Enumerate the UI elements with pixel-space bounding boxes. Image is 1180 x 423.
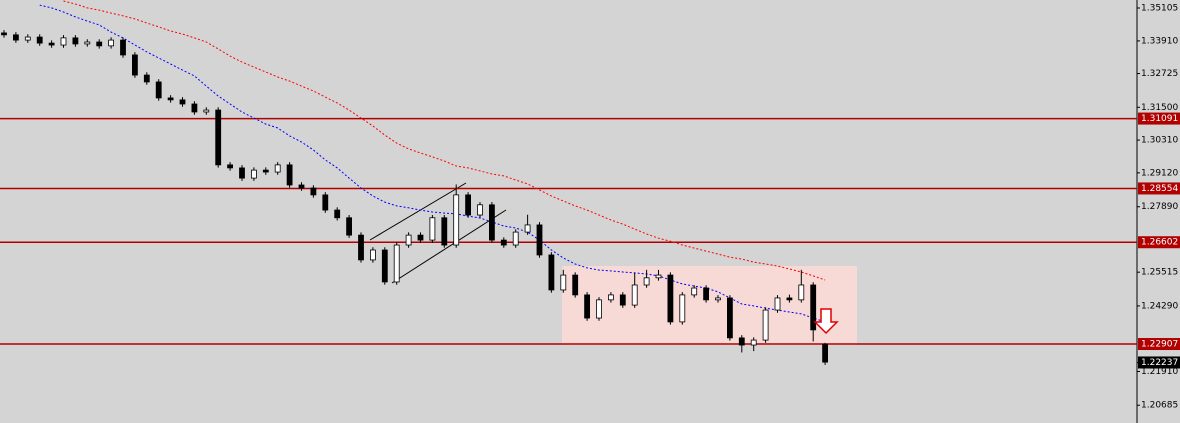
candle-body — [631, 284, 638, 306]
candle-body — [131, 54, 138, 76]
candle-body — [774, 297, 781, 311]
candle-body — [84, 41, 91, 45]
y-tick-label: 1.32725 — [1141, 69, 1178, 79]
candle-body — [572, 274, 579, 296]
candle-body — [512, 231, 519, 246]
moving-average — [63, 0, 826, 281]
candle-body — [810, 284, 817, 331]
candle-body — [48, 42, 55, 46]
last-price-bg — [1138, 356, 1180, 369]
candle-body — [72, 37, 79, 45]
candle-body — [488, 204, 495, 241]
level-label-bg — [1138, 112, 1180, 125]
candle-body — [36, 36, 43, 44]
level-label: 1.31091 — [1141, 114, 1178, 124]
y-tick-label: 1.29120 — [1141, 168, 1178, 178]
candle-body — [274, 164, 281, 173]
y-tick-label: 1.24290 — [1141, 301, 1178, 311]
candle-body — [179, 99, 186, 105]
level-label: 1.22907 — [1141, 340, 1178, 350]
candle-body — [560, 274, 567, 291]
candle-body — [155, 81, 162, 99]
candle-body — [239, 167, 245, 179]
candle-body — [524, 224, 531, 233]
candle-body — [619, 294, 626, 306]
candle-body — [477, 204, 483, 216]
candle-body — [322, 194, 329, 211]
y-tick-label: 1.31500 — [1141, 103, 1178, 113]
level-label: 1.26602 — [1141, 238, 1178, 248]
candle-body — [262, 169, 269, 173]
candle-body — [715, 297, 721, 301]
candle-body — [762, 309, 769, 341]
candle-body — [429, 217, 436, 241]
down-arrow — [813, 308, 839, 335]
candle-body — [310, 187, 317, 196]
candle-body — [536, 224, 543, 256]
last-price-label: 1.22237 — [1141, 358, 1178, 368]
candle-body — [250, 169, 257, 179]
candle-body — [108, 39, 114, 47]
y-tick-label: 1.25515 — [1141, 268, 1178, 278]
candle-body — [286, 164, 293, 186]
candle-body — [120, 39, 126, 56]
candle-body — [417, 234, 424, 241]
candle-body — [393, 244, 400, 283]
candle-body — [679, 294, 686, 323]
candle-body — [643, 277, 650, 286]
candle-body — [441, 217, 448, 246]
candle-body — [143, 74, 150, 83]
candle-body — [358, 234, 364, 261]
candle-body — [691, 287, 698, 296]
y-tick-label: 1.30310 — [1141, 136, 1178, 146]
candle-body — [227, 164, 234, 169]
candle-body — [334, 209, 341, 219]
level-label-bg — [1138, 182, 1180, 195]
candle-body — [24, 36, 31, 41]
moving-average — [39, 4, 826, 323]
candle-body — [608, 294, 614, 301]
candle-body — [298, 184, 305, 189]
candle-body — [405, 234, 412, 246]
y-tick-label: 1.35105 — [1141, 3, 1178, 13]
candle-body — [203, 109, 210, 113]
candle-body — [584, 294, 590, 319]
candle-body — [727, 297, 733, 339]
candle-body — [798, 284, 805, 301]
channel-line — [369, 182, 467, 241]
candle-body — [548, 254, 555, 291]
candle-body — [465, 194, 472, 216]
candle-body — [750, 339, 757, 346]
candle-body — [786, 297, 793, 301]
channel-line — [391, 209, 507, 284]
level-label: 1.28554 — [1141, 184, 1178, 194]
candle-body — [167, 97, 174, 101]
candle-body — [60, 37, 67, 46]
candle-body — [12, 34, 19, 41]
y-tick-label: 1.27890 — [1141, 202, 1178, 212]
candle-body — [1, 32, 7, 36]
candle-body — [655, 274, 662, 279]
y-tick-label: 1.33910 — [1141, 36, 1178, 46]
y-tick-label: 1.20685 — [1141, 401, 1178, 411]
candle-body — [667, 274, 674, 323]
candle-body — [596, 299, 602, 319]
candle-body — [381, 249, 388, 283]
candle-body — [96, 41, 103, 47]
candle-body — [738, 337, 745, 346]
candle-body — [500, 239, 507, 246]
candle-body — [215, 109, 222, 166]
range-zone — [562, 266, 857, 345]
candle-body — [191, 103, 198, 113]
level-label-bg — [1138, 236, 1180, 249]
level-label-bg — [1138, 338, 1180, 351]
y-tick-label: 1.21910 — [1141, 367, 1178, 377]
candle-body — [453, 194, 460, 246]
candle-body — [369, 249, 376, 261]
candle-body — [703, 287, 709, 301]
candle-body — [822, 343, 828, 363]
candle-body — [346, 217, 353, 236]
